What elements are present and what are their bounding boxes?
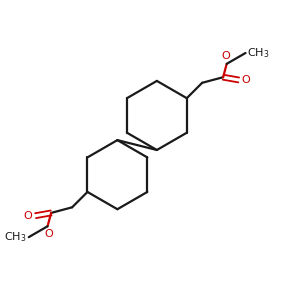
Text: O: O (221, 51, 230, 61)
Text: CH$_3$: CH$_3$ (4, 230, 27, 244)
Text: O: O (24, 211, 33, 221)
Text: O: O (44, 229, 53, 239)
Text: O: O (242, 75, 250, 85)
Text: CH$_3$: CH$_3$ (248, 46, 270, 60)
